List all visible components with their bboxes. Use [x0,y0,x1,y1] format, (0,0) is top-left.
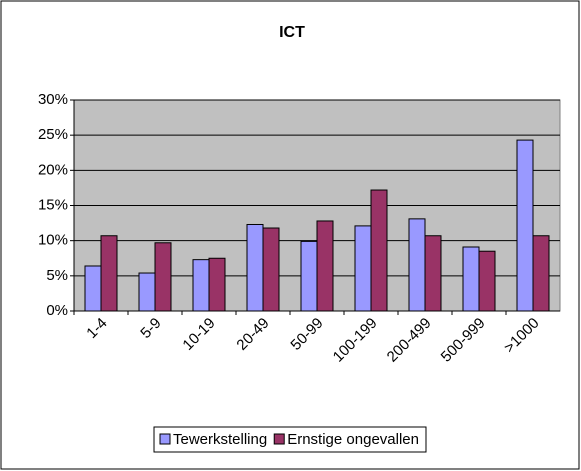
y-tick-label: 20% [38,161,68,178]
bar [300,240,318,312]
bar [100,235,118,312]
bar [84,265,102,312]
legend-box [153,426,427,453]
y-tick-label: 0% [46,302,68,319]
bar [154,242,172,312]
chart-title: ICT [279,24,305,41]
bar [208,257,226,312]
bar [532,235,550,312]
bar [516,139,534,312]
legend-swatch [159,433,171,445]
legend: Tewerkstelling Ernstige ongevallen [153,426,427,453]
y-tick-label: 15% [38,196,68,213]
legend-swatch [273,433,285,445]
bar [408,218,426,312]
y-tick-label: 10% [38,232,68,249]
legend-label: Tewerkstelling [173,431,267,448]
bar [462,246,480,312]
bar [478,250,496,312]
y-tick-label: 30% [38,91,68,108]
y-tick-label: 5% [46,267,68,284]
legend-label: Ernstige ongevallen [287,431,419,448]
bar [192,259,210,312]
bar [246,223,264,312]
bar [262,227,280,312]
bar [354,225,372,312]
bar [370,189,388,312]
bar [424,235,442,312]
y-tick-label: 25% [38,126,68,143]
bar [316,220,334,312]
bar [138,272,156,312]
